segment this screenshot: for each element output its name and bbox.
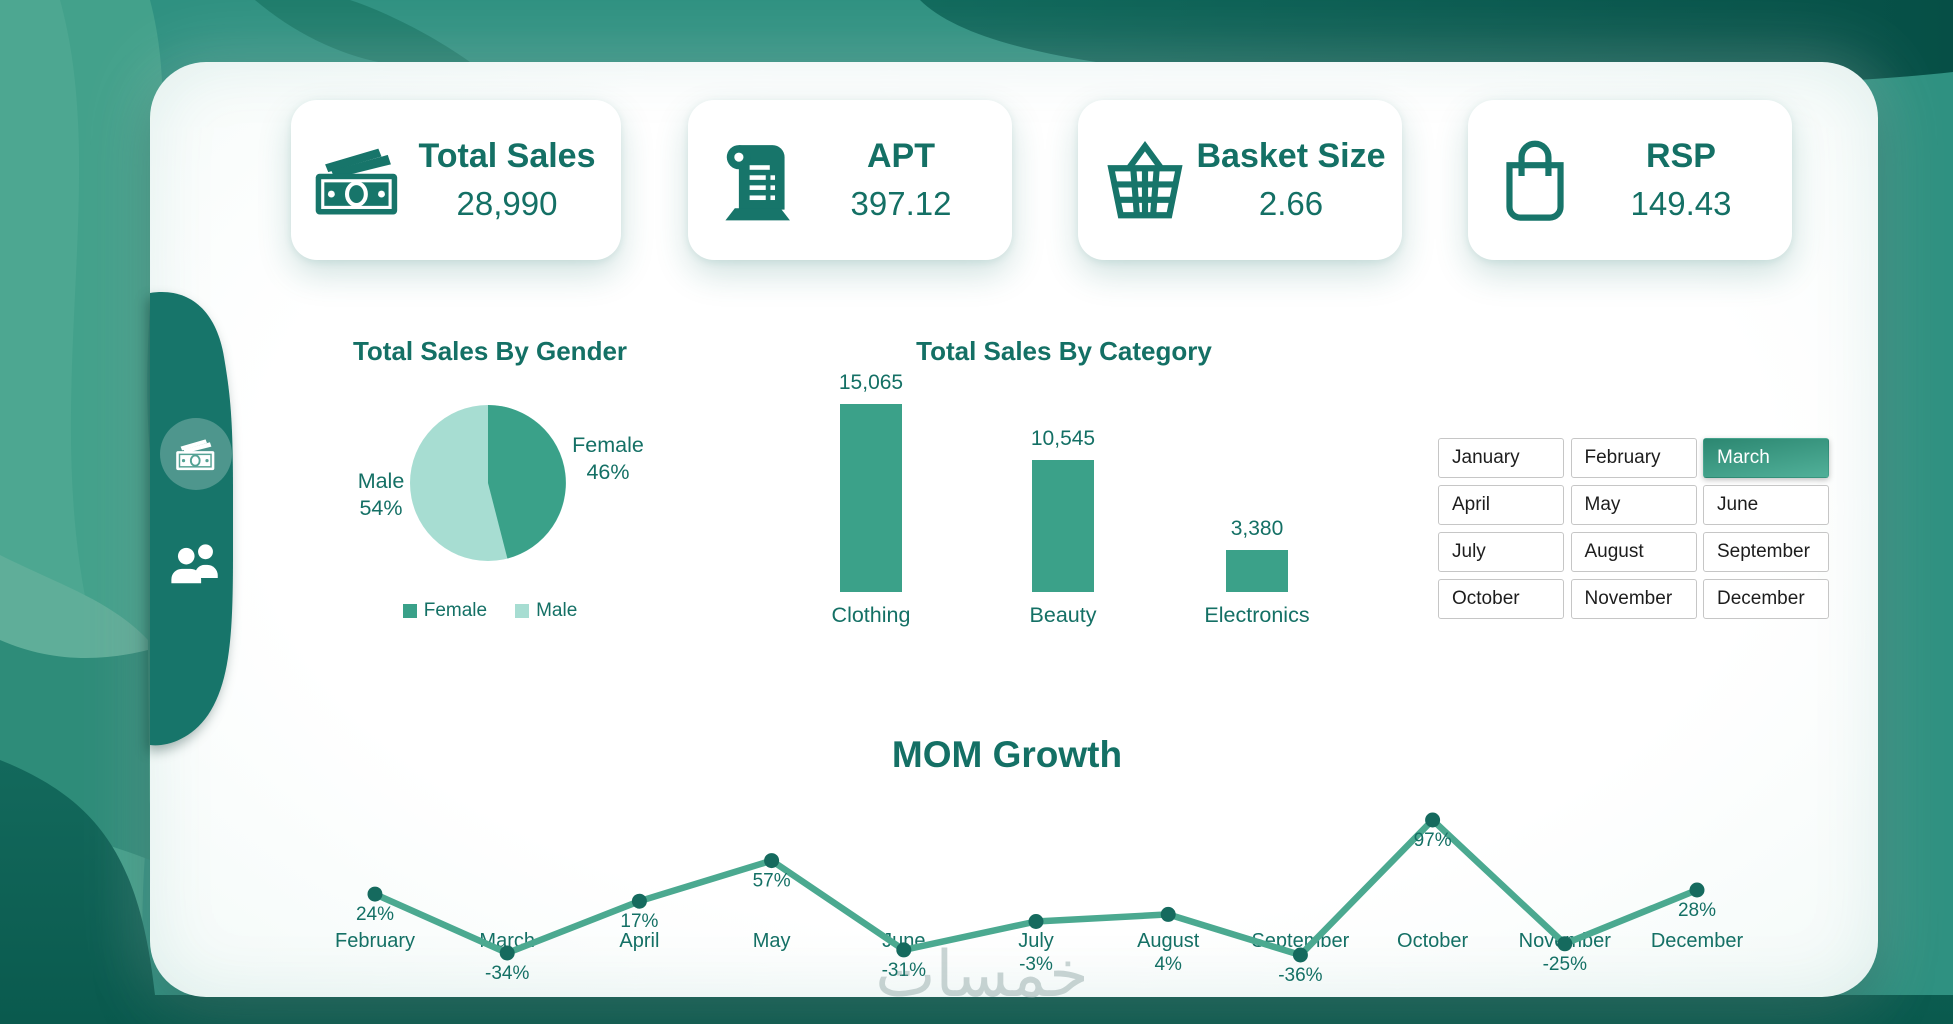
gender-chart-title: Total Sales By Gender	[352, 336, 628, 366]
line-value-label: 97%	[1414, 830, 1452, 851]
line-month-label: May	[753, 930, 791, 952]
kpi-value: 397.12	[850, 184, 952, 222]
money-icon	[176, 439, 215, 471]
gender-pie-chart	[410, 405, 566, 561]
bar-category-clothing: Clothing	[831, 603, 911, 627]
line-month-label: October	[1397, 930, 1468, 952]
line-value-label: 17%	[620, 911, 658, 932]
kpi-title: APT	[867, 137, 935, 176]
money-icon	[311, 137, 405, 223]
money-icon	[315, 148, 398, 215]
line-value-label: 57%	[753, 871, 791, 892]
slicer-april[interactable]: April	[1438, 485, 1564, 525]
legend-swatch-female	[402, 604, 417, 618]
bar-value-electronics: 3,380	[1230, 517, 1284, 540]
line-value-label: 4%	[1154, 954, 1182, 975]
legend-item-female: Female	[402, 600, 487, 622]
pie-callout-female: Female 46%	[572, 433, 644, 484]
bar-category-electronics: Electronics	[1204, 603, 1310, 627]
sidebar-tab	[150, 292, 233, 746]
line-value-label: 28%	[1678, 900, 1716, 921]
kpi-card-total-sales: Total Sales 28,990	[291, 100, 621, 260]
pie-legend: Female Male	[330, 600, 650, 622]
sidebar-item-customers[interactable]	[163, 536, 227, 592]
receipt-icon	[708, 137, 802, 223]
line-month-label: August	[1137, 930, 1200, 952]
kpi-card-apt: APT 397.12	[688, 100, 1012, 260]
slicer-august[interactable]: August	[1570, 532, 1697, 572]
kpi-title: RSP	[1646, 137, 1716, 176]
slicer-december[interactable]: December	[1703, 579, 1829, 619]
slicer-november[interactable]: November	[1570, 579, 1697, 619]
slicer-january[interactable]: January	[1438, 438, 1564, 478]
kpi-title: Basket Size	[1196, 137, 1386, 176]
slicer-september[interactable]: September	[1703, 532, 1829, 572]
slicer-october[interactable]: October	[1438, 579, 1564, 619]
line-point-november	[1557, 936, 1573, 952]
bar-electronics	[1226, 550, 1288, 592]
kpi-value: 28,990	[456, 184, 558, 222]
line-point-april	[631, 893, 647, 909]
bar-category-beauty: Beauty	[1029, 603, 1097, 627]
pie-callout-male: Male 54%	[357, 469, 405, 520]
line-value-label: -25%	[1543, 954, 1587, 975]
bar-value-clothing: 15,065	[838, 371, 904, 394]
line-value-label: 24%	[356, 904, 394, 925]
line-month-label: February	[335, 930, 415, 952]
line-point-september	[1292, 947, 1308, 963]
kpi-value: 149.43	[1630, 184, 1732, 222]
line-point-august	[1160, 906, 1176, 922]
watermark: خمسات	[875, 938, 1089, 1012]
line-month-label: April	[619, 930, 659, 952]
kpi-title: Total Sales	[418, 137, 596, 176]
bag-icon	[1506, 140, 1564, 221]
pie-slice-female	[488, 405, 566, 559]
mom-chart-title: MOM Growth	[891, 734, 1123, 775]
slicer-july[interactable]: July	[1438, 532, 1564, 572]
sidebar-item-sales[interactable]	[160, 418, 232, 490]
category-chart-title: Total Sales By Category	[916, 336, 1212, 366]
bag-icon	[1488, 137, 1582, 223]
slicer-march[interactable]: March	[1703, 438, 1829, 478]
slicer-june[interactable]: June	[1703, 485, 1829, 525]
line-month-label: December	[1651, 930, 1744, 952]
line-value-label: -3%	[1019, 954, 1053, 975]
bar-value-beauty: 10,545	[1030, 427, 1096, 450]
kpi-card-rsp: RSP 149.43	[1468, 100, 1792, 260]
kpi-card-basket-size: Basket Size 2.66	[1078, 100, 1402, 260]
receipt-icon	[725, 145, 790, 221]
line-point-july	[1028, 914, 1044, 929]
basket-icon	[1107, 141, 1183, 219]
line-point-december	[1689, 882, 1705, 898]
line-point-june	[896, 942, 912, 958]
slicer-may[interactable]: May	[1570, 485, 1697, 525]
people-icon	[171, 544, 218, 584]
basket-icon	[1098, 137, 1192, 223]
mom-line-chart: February March April May June July August Septe…	[335, 812, 1744, 986]
kpi-value: 2.66	[1258, 184, 1324, 222]
line-point-march	[499, 945, 515, 961]
slicer-february[interactable]: February	[1570, 438, 1697, 478]
line-value-label: -36%	[1278, 965, 1322, 986]
legend-swatch-male	[515, 604, 530, 618]
line-value-label: -31%	[882, 960, 926, 981]
bar-beauty	[1032, 460, 1094, 592]
legend-item-male: Male	[515, 600, 577, 622]
line-month-label: July	[1018, 930, 1054, 952]
bar-clothing	[840, 404, 902, 592]
line-point-february	[367, 886, 383, 902]
line-point-may	[764, 853, 780, 869]
line-value-label: -34%	[485, 963, 529, 984]
line-point-october	[1425, 812, 1441, 828]
